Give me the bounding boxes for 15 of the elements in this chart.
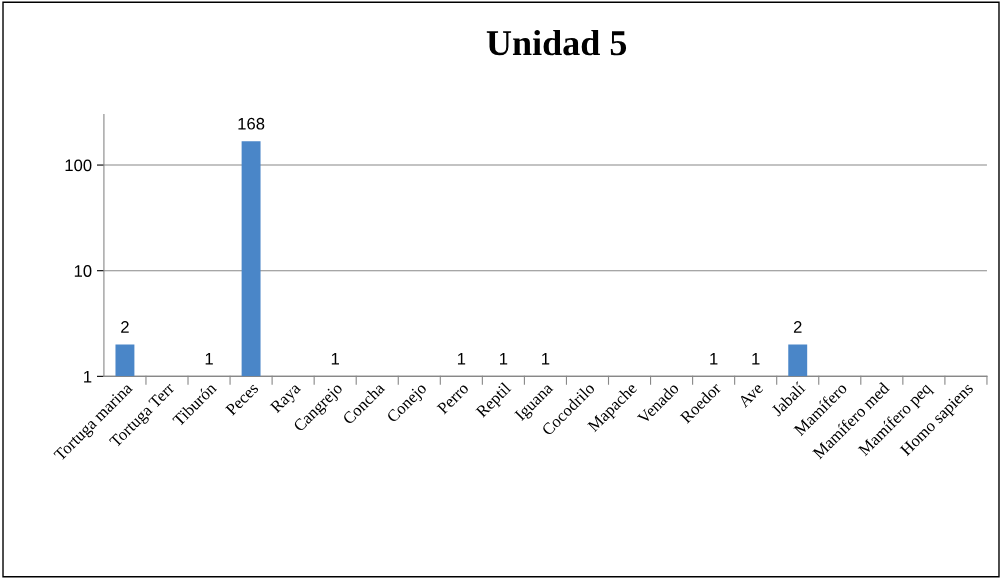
data-label: 1 [457,353,466,365]
data-label: 1 [205,353,213,365]
data-label: 168 [238,117,265,130]
data-label: 1 [500,353,508,365]
y-tick-label: 1 [84,370,92,383]
x-tick-label: Ave [737,382,764,409]
data-label: 1 [710,353,718,365]
data-label: 2 [121,321,129,333]
data-label: 1 [331,353,340,365]
data-label: 2 [793,321,802,333]
chart-title: Unidad 5 [486,29,627,56]
y-tick-label: 10 [74,265,92,277]
data-label: 1 [752,353,760,365]
y-tick-label: 100 [65,159,92,172]
data-label: 1 [542,353,550,365]
